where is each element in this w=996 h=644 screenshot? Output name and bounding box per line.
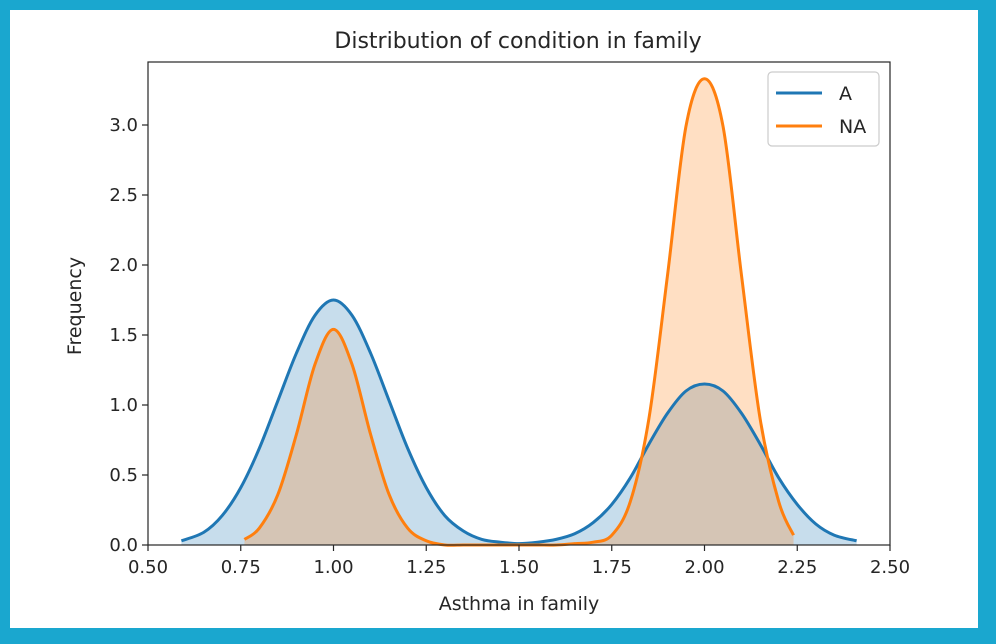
legend: A NA	[767, 71, 880, 147]
x-tick-label: 1.00	[313, 557, 353, 578]
series-fills	[181, 78, 857, 546]
kde-chart: Distribution of condition in family 0.50…	[64, 29, 910, 615]
y-tick-label: 0.5	[109, 465, 138, 486]
legend-na-label: NA	[839, 116, 866, 138]
chart-title: Distribution of condition in family	[334, 29, 701, 54]
y-tick-label: 2.5	[109, 185, 138, 206]
y-axis-title: Frequency	[64, 257, 86, 355]
x-tick-label: 1.25	[406, 557, 446, 578]
x-tick-label: 2.50	[870, 557, 910, 578]
x-tick-label: 2.25	[777, 557, 817, 578]
y-tick-label: 2.0	[109, 255, 138, 276]
chart-frame: Distribution of condition in family 0.50…	[10, 10, 978, 628]
y-tick-label: 0.0	[109, 535, 138, 556]
x-tick-label: 1.50	[499, 557, 539, 578]
y-tick-label: 1.5	[109, 325, 138, 346]
y-tick-label: 1.0	[109, 395, 138, 416]
legend-a-label: A	[839, 83, 852, 105]
y-axis-ticks: 0.0 0.5 1.0 1.5 2.0 2.5 3.0	[109, 115, 148, 556]
x-axis-title: Asthma in family	[439, 593, 600, 615]
x-tick-label: 2.00	[684, 557, 724, 578]
y-tick-label: 3.0	[109, 115, 138, 136]
x-axis-ticks: 0.50 0.75 1.00 1.25 1.50 1.75 2.00 2.25 2.50	[128, 545, 910, 578]
x-tick-label: 1.75	[592, 557, 632, 578]
x-tick-label: 0.75	[221, 557, 261, 578]
x-tick-label: 0.50	[128, 557, 168, 578]
